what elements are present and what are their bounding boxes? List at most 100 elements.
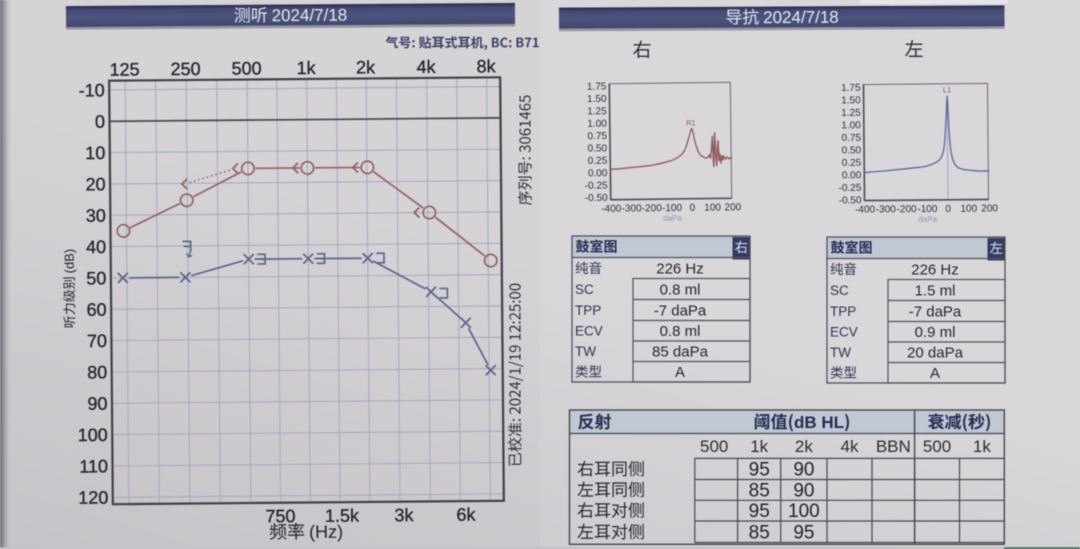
svg-text:226 Hz: 226 Hz [911,262,959,279]
svg-text:20 daPa: 20 daPa [907,345,964,362]
svg-text:95: 95 [749,501,770,522]
svg-text:85 daPa: 85 daPa [652,344,709,361]
svg-text:200: 200 [981,203,998,214]
svg-text:-7 daPa: -7 daPa [654,303,707,320]
svg-text:0.8 ml: 0.8 ml [660,282,701,299]
svg-text:0.25: 0.25 [588,156,608,167]
svg-text:1.5k: 1.5k [325,506,360,526]
svg-text:20: 20 [85,174,105,194]
svg-text:6k: 6k [456,505,476,525]
svg-text:1.50: 1.50 [587,94,607,105]
svg-text:1.50: 1.50 [841,95,861,106]
svg-text:500: 500 [231,58,261,78]
svg-text:200: 200 [724,202,741,213]
svg-text:ECV: ECV [575,324,603,339]
svg-text:0.50: 0.50 [842,145,862,156]
svg-text:750: 750 [265,506,295,526]
svg-text:0: 0 [689,203,695,214]
svg-text:A: A [675,364,685,381]
svg-text:SC: SC [575,282,594,297]
svg-text:TW: TW [575,344,596,359]
svg-text:-0.50: -0.50 [585,193,608,204]
svg-text:226 Hz: 226 Hz [656,261,704,278]
svg-text:70: 70 [87,331,107,351]
svg-text:-200: -200 [897,204,918,215]
svg-text:-0.25: -0.25 [839,183,862,194]
svg-text:110: 110 [79,456,108,476]
svg-text:0.00: 0.00 [588,168,608,179]
svg-text:10: 10 [85,143,105,163]
svg-text:0.9 ml: 0.9 ml [915,324,956,341]
svg-text:0: 0 [95,112,105,132]
svg-text:0.50: 0.50 [588,143,608,154]
svg-text:-7 daPa: -7 daPa [909,304,962,321]
svg-text:1.25: 1.25 [587,106,607,117]
svg-text:0: 0 [945,204,951,215]
svg-text:A: A [930,365,940,382]
svg-text:2k: 2k [356,57,376,77]
svg-text:95: 95 [793,523,814,544]
svg-text:500: 500 [923,437,951,456]
svg-text:daPa: daPa [663,214,682,223]
svg-text:2024/7/18: 2024/7/18 [763,8,839,27]
svg-text:0.25: 0.25 [842,158,862,169]
svg-text:40: 40 [86,237,106,257]
svg-text:90: 90 [793,460,814,481]
svg-text:1.00: 1.00 [841,120,861,131]
svg-text:1k: 1k [750,437,768,456]
svg-text:4k: 4k [841,437,859,456]
svg-text:SC: SC [830,283,849,298]
svg-text:500: 500 [700,437,728,456]
svg-text:(Hz): (Hz) [309,522,343,542]
svg-text:-400: -400 [855,204,876,215]
svg-text:daPa: daPa [918,215,937,224]
svg-text:-100: -100 [662,203,683,214]
svg-text:3k: 3k [394,505,414,525]
svg-text:TPP: TPP [830,304,856,319]
svg-text:-0.25: -0.25 [585,180,608,191]
svg-text:0.8 ml: 0.8 ml [660,323,701,340]
svg-text:100: 100 [704,202,721,213]
svg-text:60: 60 [87,300,107,320]
svg-text:-200: -200 [642,203,663,214]
svg-text:95: 95 [749,460,770,481]
svg-text:-400: -400 [601,204,622,215]
svg-text:1.5 ml: 1.5 ml [915,283,956,300]
svg-text:L1: L1 [943,85,951,94]
svg-text:1.00: 1.00 [587,119,607,130]
svg-text:TW: TW [830,345,851,360]
svg-text:120: 120 [78,488,108,508]
svg-text:1.75: 1.75 [587,81,607,92]
svg-text:8k: 8k [476,56,496,76]
svg-text:85: 85 [749,480,770,501]
svg-text:1k: 1k [296,58,316,78]
svg-text:0.00: 0.00 [842,170,862,181]
svg-text:90: 90 [793,480,814,501]
svg-text:90: 90 [87,394,107,414]
svg-text:1.25: 1.25 [841,108,861,119]
svg-text:50: 50 [86,268,106,288]
svg-text:(dB): (dB) [62,249,77,274]
svg-text:-10: -10 [79,80,105,100]
svg-text:BBN: BBN [876,437,911,456]
svg-text:100: 100 [78,425,108,445]
svg-text:100: 100 [960,204,977,215]
svg-text:R1: R1 [686,118,696,127]
svg-text:2024/7/18: 2024/7/18 [272,6,348,26]
svg-text:30: 30 [86,206,106,226]
svg-text:ECV: ECV [830,325,858,340]
svg-text:250: 250 [170,59,200,79]
svg-text:-300: -300 [622,203,643,214]
svg-text:4k: 4k [416,57,436,77]
svg-text:125: 125 [109,59,139,79]
svg-text:-300: -300 [876,204,897,215]
svg-text:2k: 2k [795,437,813,456]
svg-text:1k: 1k [973,437,991,456]
svg-text:0.75: 0.75 [841,133,861,144]
svg-text:100: 100 [788,501,820,522]
svg-text:1.75: 1.75 [841,83,861,94]
svg-text:85: 85 [749,523,770,544]
svg-text:-0.50: -0.50 [839,195,862,206]
svg-text:TPP: TPP [575,303,601,318]
svg-text:dB HL: dB HL [794,413,844,432]
